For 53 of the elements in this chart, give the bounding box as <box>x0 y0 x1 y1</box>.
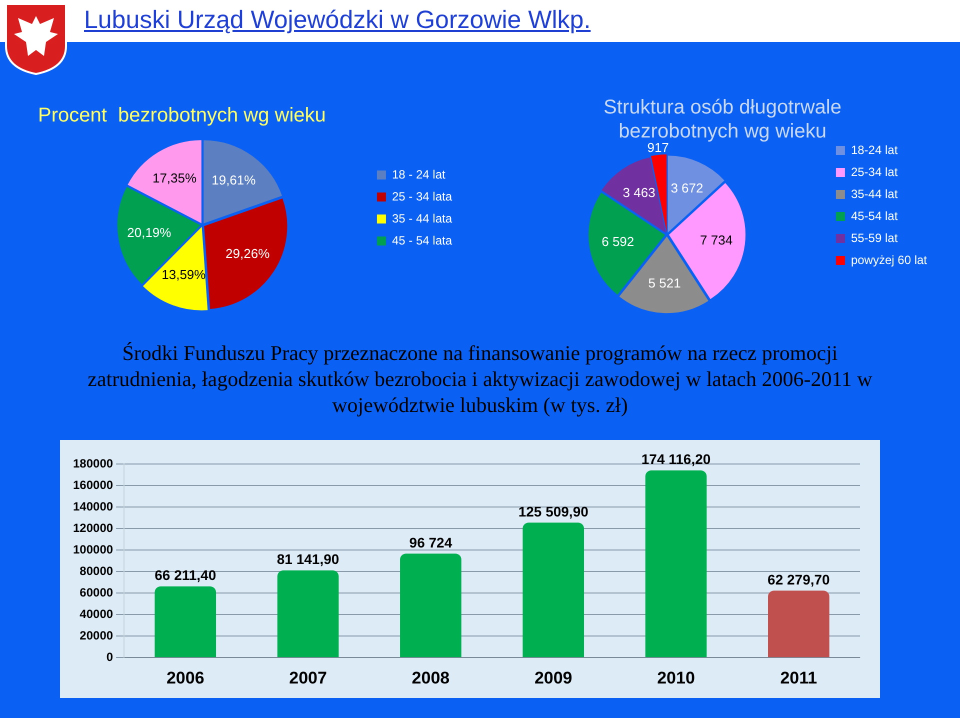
legend-label: 35-44 lat <box>850 186 898 201</box>
data-label: 17,35% <box>152 170 197 186</box>
data-label: 20,19% <box>127 224 172 240</box>
y-tick-label: 100000 <box>72 542 114 556</box>
y-tick-label: 120000 <box>72 520 114 535</box>
text: Lubuski Urząd Wojewódzki w Gorzowie Wlkp. <box>84 6 591 35</box>
data-label: 3 672 <box>670 180 704 196</box>
data-label: 7 734 <box>700 232 733 248</box>
legend-label: 18 - 24 lat <box>392 167 446 182</box>
chart-title: Procent bezrobotnych wg wieku <box>38 104 326 127</box>
x-tick-label: 2010 <box>657 668 695 688</box>
data-label: 6 592 <box>602 234 634 249</box>
x-tick-label: 2011 <box>780 668 818 688</box>
y-tick-label: 140000 <box>72 499 114 514</box>
data-label: 174 116,20 <box>641 451 711 468</box>
data-label: 62 279,70 <box>768 571 830 588</box>
data-label: 917 <box>647 140 669 156</box>
y-tick-label: 40000 <box>80 606 114 621</box>
chart-title: Struktura osób długotrwale bezrobotnych wg wieku <box>604 96 842 143</box>
y-tick-label: 80000 <box>80 564 114 578</box>
data-label: 3 463 <box>622 184 656 200</box>
data-label: 96 724 <box>409 534 452 550</box>
legend-label: 18-24 lat <box>850 142 898 157</box>
legend-label: powyżej 60 lat <box>850 252 928 267</box>
chart-title: Środki Funduszu Pracy przeznaczone na finansowanie programów na rzecz promocji zatrudnienia, łagodzenia skutków bezrobocia i aktywizacji zawodowej w latach 2006-2011 w województwie lubuskim (w tys. zł) <box>86 340 874 418</box>
bar <box>522 522 584 658</box>
y-tick-label: 20000 <box>80 628 114 642</box>
y-tick-label: 60000 <box>80 585 114 600</box>
bar <box>768 590 830 658</box>
data-label: 13,59% <box>162 267 206 282</box>
bar <box>277 570 339 658</box>
legend-label: 25 - 34 lata <box>392 189 452 204</box>
y-tick-label: 0 <box>106 650 114 664</box>
bar <box>154 586 216 658</box>
y-tick-label: 160000 <box>72 478 114 492</box>
data-label: 5 521 <box>648 276 681 291</box>
y-tick-label: 180000 <box>72 456 114 470</box>
data-label: 125 509,90 <box>518 503 589 520</box>
x-tick-label: 2008 <box>412 668 450 688</box>
x-tick-label: 2006 <box>166 668 204 688</box>
legend-label: 45-54 lat <box>850 208 898 223</box>
legend-label: 45 - 54 lata <box>392 233 452 248</box>
x-tick-label: 2009 <box>534 668 572 688</box>
data-label: 66 211,40 <box>154 567 216 584</box>
legend-label: 35 - 44 lata <box>392 211 452 226</box>
data-label: 81 141,90 <box>276 551 340 568</box>
x-tick-label: 2007 <box>289 668 327 688</box>
data-label: 29,26% <box>226 246 270 262</box>
data-label: 19,61% <box>212 172 256 188</box>
legend-label: 55-59 lat <box>850 230 898 245</box>
bar <box>400 554 462 658</box>
legend-label: 25-34 lat <box>850 164 898 179</box>
bar <box>645 470 707 658</box>
